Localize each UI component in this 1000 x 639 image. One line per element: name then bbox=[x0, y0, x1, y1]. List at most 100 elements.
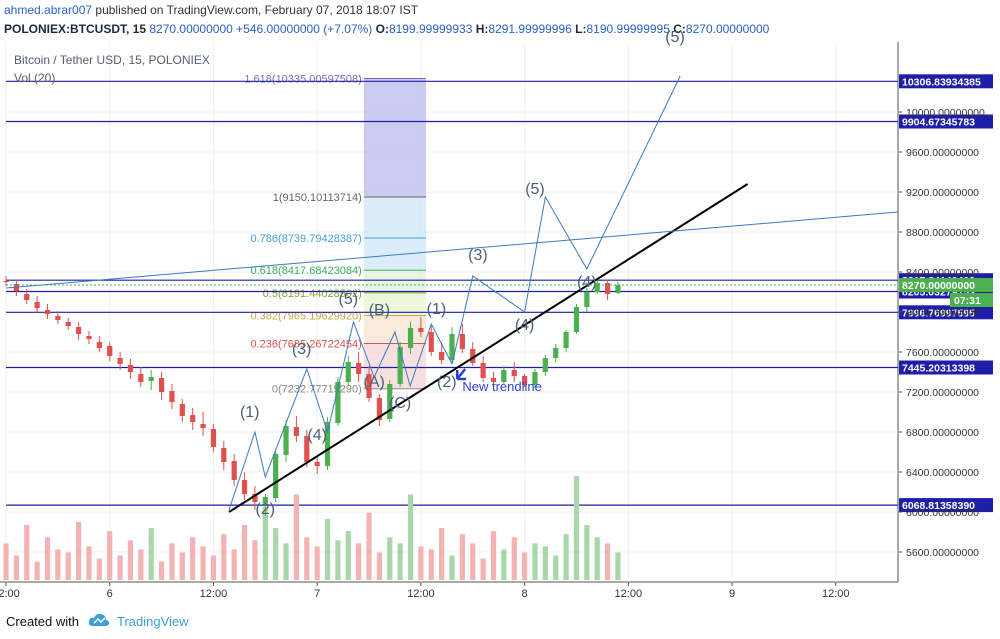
candle-body bbox=[490, 378, 497, 382]
candle-body bbox=[407, 328, 414, 348]
candle-body bbox=[594, 283, 600, 292]
legend-volume: Vol (20) bbox=[14, 71, 55, 85]
volume-bar bbox=[418, 546, 424, 580]
volume-bar bbox=[76, 521, 82, 580]
time-tick-label: 7 bbox=[314, 588, 320, 600]
volume-bar bbox=[449, 555, 455, 580]
wave-label: (1) bbox=[240, 404, 260, 421]
candle-body bbox=[480, 363, 486, 378]
time-tick-label: 12:00 bbox=[822, 588, 850, 600]
high-label: H: bbox=[475, 22, 489, 36]
candle-body bbox=[148, 377, 154, 381]
volume-bar bbox=[241, 525, 248, 580]
candle-body bbox=[522, 376, 528, 385]
volume-bar bbox=[283, 543, 289, 580]
volume-bar bbox=[138, 549, 144, 580]
legend-title: Bitcoin / Tether USD, 15, POLONIEX bbox=[14, 53, 210, 67]
footer: Created with TradingView bbox=[0, 603, 1000, 639]
low-label: L: bbox=[575, 22, 587, 36]
candle-body bbox=[532, 372, 538, 385]
price-level-tag bbox=[899, 114, 993, 129]
volume-bar bbox=[490, 531, 497, 580]
fib-level-label: 1.618(10335.00597508) bbox=[244, 74, 361, 86]
price-change: +546.00000000 (+7.07%) bbox=[236, 22, 373, 36]
candle-body bbox=[221, 448, 227, 462]
volume-bar bbox=[542, 546, 548, 580]
volume-bar bbox=[584, 525, 590, 580]
volume-bar bbox=[179, 552, 185, 580]
volume-bar bbox=[158, 561, 165, 580]
open-value: 8199.99999933 bbox=[388, 22, 473, 36]
price-tick-label: 7200.00000000 bbox=[906, 387, 979, 399]
time-tick-label: 12:00 bbox=[200, 588, 228, 600]
wave-projection-path bbox=[451, 75, 681, 365]
time-tick-label: 12:00 bbox=[0, 588, 20, 600]
price-tick-label: 8000.00000000 bbox=[906, 307, 979, 319]
candle-body bbox=[34, 302, 40, 308]
candle-body bbox=[107, 346, 113, 356]
volume-bar bbox=[13, 555, 19, 580]
volume-bar bbox=[127, 540, 134, 580]
volume-bar bbox=[65, 552, 71, 580]
open-label: O: bbox=[375, 22, 389, 36]
current-price-tag-text: 8270.00000000 bbox=[902, 280, 975, 292]
volume-bar bbox=[366, 512, 372, 580]
price-tick-label: 8800.00000000 bbox=[906, 227, 979, 239]
volume-bar bbox=[335, 540, 341, 580]
candle-body bbox=[179, 404, 185, 416]
candle-body bbox=[428, 332, 434, 352]
candle-body bbox=[190, 415, 196, 422]
candle-body bbox=[501, 370, 507, 382]
candle-body bbox=[3, 281, 9, 282]
author-name[interactable]: ahmed.abrar007 bbox=[4, 3, 93, 17]
volume-bar bbox=[190, 537, 196, 580]
fib-level-label: 0.786(8739.79428387) bbox=[251, 233, 362, 245]
volume-bar bbox=[304, 537, 310, 580]
last-price: 8270.00000000 bbox=[149, 22, 233, 36]
volume-bar bbox=[397, 543, 403, 580]
volume-bar bbox=[615, 552, 621, 580]
candle-body bbox=[96, 342, 102, 348]
wave-label: (4) bbox=[577, 274, 597, 291]
candle-body bbox=[553, 348, 559, 358]
callout-arrow-icon bbox=[455, 368, 467, 381]
wave-label: (1) bbox=[427, 301, 447, 318]
fib-level-label: 0.382(7965.19629920) bbox=[251, 311, 362, 323]
volume-bar bbox=[356, 543, 362, 580]
volume-bar bbox=[387, 537, 393, 580]
fib-zone bbox=[363, 197, 427, 238]
price-tick-label: 10000.00000000 bbox=[906, 107, 985, 119]
time-tick-label: 12:00 bbox=[615, 588, 643, 600]
candle-body bbox=[55, 316, 61, 320]
price-chart[interactable]: 1.618(10335.00597508) 1(9150.10113714) 0.7… bbox=[0, 0, 1000, 603]
low-value: 8190.99999995 bbox=[586, 22, 670, 36]
price-tick-label: 7600.00000000 bbox=[906, 347, 979, 359]
volume-bar bbox=[345, 531, 351, 580]
volume-bar bbox=[376, 552, 382, 580]
candle-body bbox=[283, 426, 289, 455]
volume-bar bbox=[55, 549, 61, 580]
price-tick-label: 6400.00000000 bbox=[906, 467, 979, 479]
fib-level-label: 1(9150.10113714) bbox=[273, 192, 362, 204]
volume-bar bbox=[594, 537, 600, 580]
volume-bar bbox=[86, 546, 92, 580]
volume-bar bbox=[604, 543, 611, 580]
price-tick-label: 9600.00000000 bbox=[906, 147, 979, 159]
callout-text: New trendline bbox=[462, 379, 541, 394]
symbol-ohlc-line: POLONIEX:BTCUSDT, 15 8270.00000000 +546.… bbox=[4, 22, 769, 36]
close-value: 8270.00000000 bbox=[685, 22, 770, 36]
tradingview-brand[interactable]: TradingView bbox=[117, 614, 189, 629]
price-level-tag-text: 9904.67345783 bbox=[902, 117, 975, 129]
candle-body bbox=[241, 480, 248, 494]
wave-label: (A) bbox=[364, 374, 385, 391]
wave-label: (4) bbox=[515, 317, 535, 334]
time-tick-label: 9 bbox=[729, 588, 735, 600]
volume-bar bbox=[262, 506, 268, 580]
price-tick-label: 9200.00000000 bbox=[906, 187, 979, 199]
price-tick-label: 8400.00000000 bbox=[906, 267, 979, 279]
upper-trendline bbox=[5, 211, 899, 289]
candle-body bbox=[345, 362, 351, 382]
candle-body bbox=[356, 363, 362, 374]
price-level-tag-text: 6068.81358390 bbox=[902, 500, 975, 512]
volume-bar bbox=[148, 528, 154, 580]
